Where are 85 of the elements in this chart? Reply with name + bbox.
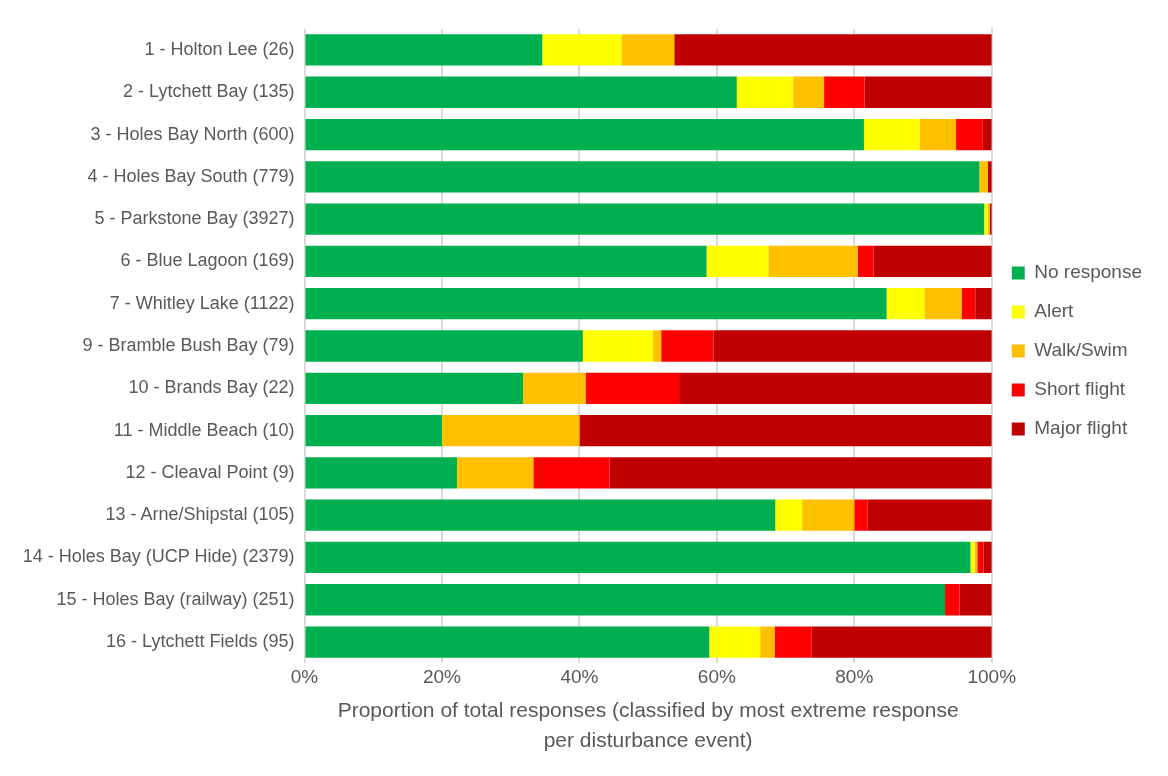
x-tick-label: 80%: [835, 665, 874, 687]
bar: [706, 245, 769, 278]
bar: [305, 457, 458, 489]
bar: [579, 414, 992, 447]
bar: [542, 34, 622, 66]
y-tick-label: 6 - Blue Lagoon (169): [120, 250, 295, 271]
y-tick-label: 11 - Middle Beach (10): [113, 419, 295, 440]
legend-label: Walk/Swim: [1034, 339, 1128, 361]
legend-label: Major flight: [1034, 417, 1128, 439]
bar: [774, 626, 812, 658]
bar: [977, 541, 984, 574]
bar: [961, 288, 976, 320]
bar: [736, 76, 794, 108]
y-tick-label: 14 - Holes Bay (UCP Hide) (2379): [22, 546, 295, 567]
bar: [956, 118, 983, 151]
bar: [919, 118, 957, 151]
bar: [867, 499, 992, 531]
bar: [793, 76, 825, 108]
bar: [661, 330, 714, 362]
bar: [305, 34, 543, 66]
y-tick-label: 15 - Holes Bay (railway) (251): [56, 588, 295, 609]
y-tick-label: 13 - Arne/Shipstal (105): [105, 504, 295, 525]
bar: [970, 541, 975, 574]
bar: [305, 118, 864, 151]
y-tick-label: 10 - Brands Bay (22): [128, 377, 295, 398]
bar: [886, 288, 925, 320]
bar: [768, 245, 858, 278]
x-tick-label: 60%: [697, 665, 736, 687]
bar: [713, 330, 992, 362]
bar: [857, 245, 874, 278]
bar: [775, 499, 803, 531]
bar: [523, 372, 586, 404]
bar: [305, 541, 971, 574]
bar: [864, 76, 992, 108]
bar: [873, 245, 992, 278]
bar: [854, 499, 868, 531]
bar: [305, 414, 442, 447]
bar: [674, 34, 992, 66]
bar: [811, 626, 992, 658]
y-tick-label: 4 - Holes Bay South (779): [87, 165, 295, 186]
bar: [305, 161, 980, 193]
bar: [305, 626, 710, 658]
bar: [305, 499, 776, 531]
y-tick-label: 3 - Holes Bay North (600): [90, 123, 295, 144]
bar: [585, 372, 680, 404]
bar: [802, 499, 855, 531]
bar: [582, 330, 653, 362]
bar: [305, 76, 737, 108]
bar: [621, 34, 675, 66]
y-tick-label: 7 - Whitley Lake (1122): [109, 292, 295, 313]
y-tick-label: 9 - Bramble Bush Bay (79): [82, 334, 295, 355]
legend-label: Alert: [1034, 300, 1075, 322]
x-axis-title: Proportion of total responses (classified by most extreme response per disturbance event): [337, 698, 959, 752]
bar: [760, 626, 775, 658]
legend-label: No response: [1034, 261, 1143, 283]
bar: [305, 584, 946, 616]
y-tick-label: 12 - Cleaval Point (9): [125, 461, 295, 482]
bar: [533, 457, 610, 489]
x-tick-label: 100%: [967, 665, 1017, 687]
x-tick-label: 0%: [290, 665, 319, 687]
x-tick-label: 20%: [422, 665, 462, 687]
bar: [441, 414, 580, 447]
bar: [305, 372, 524, 404]
bar: [709, 626, 761, 658]
x-tick-label: 40%: [560, 665, 599, 687]
bar: [975, 288, 992, 320]
y-tick-label: 5 - Parkstone Bay (3927): [94, 208, 295, 229]
bar: [824, 76, 865, 108]
bar: [457, 457, 534, 489]
bar: [305, 288, 887, 320]
bar: [652, 330, 662, 362]
bar: [609, 457, 992, 489]
legend-label: Short flight: [1034, 378, 1126, 400]
bar: [305, 203, 985, 235]
bar: [945, 584, 960, 616]
bar: [959, 584, 992, 616]
y-tick-label: 16 - Lytchett Fields (95): [106, 631, 295, 652]
bar: [979, 161, 988, 193]
y-tick-label: 1 - Holton Lee (26): [144, 38, 295, 59]
bar: [305, 330, 583, 362]
bar: [863, 118, 920, 151]
bar: [305, 245, 707, 278]
bar: [924, 288, 962, 320]
bar: [679, 372, 992, 404]
y-tick-label: 2 - Lytchett Bay (135): [123, 81, 295, 102]
